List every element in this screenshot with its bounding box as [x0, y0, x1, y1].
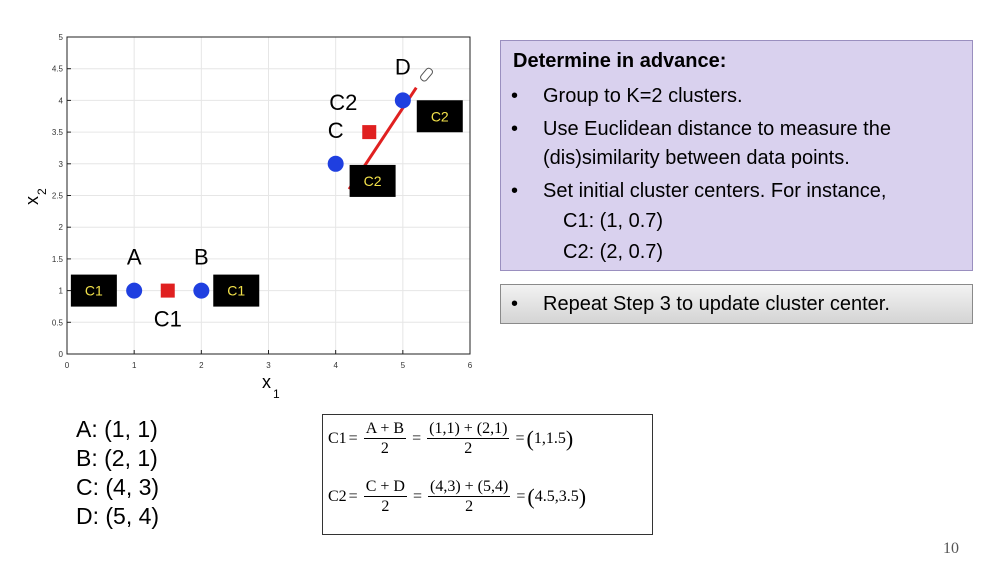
x-axis-label-subscript: 1: [273, 387, 280, 400]
center-label: C2: [329, 90, 357, 115]
denominator: 2: [465, 498, 474, 515]
info-item: Use Euclidean distance to measure the: [543, 118, 891, 140]
y-tick-label: 0.5: [52, 318, 64, 327]
numerator: (4,3) + (5,4): [427, 478, 511, 497]
info-title: Determine in advance:: [513, 50, 727, 72]
y-tick-label: 3.5: [52, 128, 64, 137]
formula-lhs: C2: [328, 487, 347, 505]
formula-c1: C1 = A + B 2 = (1,1) + (2,1) 2 = (1,1.5): [328, 419, 574, 458]
cluster-tag: [416, 100, 463, 133]
data-point: [193, 282, 210, 299]
info-item: Set initial cluster centers. For instanc…: [543, 180, 887, 202]
y-axis-label-subscript: 2: [35, 188, 49, 195]
numerator: C + D: [363, 478, 407, 497]
y-tick-label: 2.5: [52, 192, 64, 201]
page-number: 10: [943, 540, 959, 557]
y-tick-label: 5: [59, 33, 64, 42]
cluster-tag: [213, 274, 260, 307]
denominator: 2: [381, 498, 390, 515]
fraction: A + B 2: [363, 419, 407, 458]
cluster-tag: [70, 274, 117, 307]
repeat-text: Repeat Step 3 to update cluster center.: [543, 293, 890, 315]
y-tick-label: 0: [59, 350, 64, 359]
point-coordinate: B: (2, 1): [76, 445, 158, 471]
y-tick-label: 2: [59, 223, 64, 232]
bullet: •: [511, 180, 519, 202]
x-axis-label: x: [262, 372, 271, 392]
fraction: C + D 2: [363, 477, 407, 516]
data-point: [394, 92, 411, 109]
cluster-center: [362, 125, 377, 140]
point-coordinate: D: (5, 4): [76, 503, 160, 529]
repeat-step-box: • Repeat Step 3 to update cluster center…: [500, 284, 973, 324]
formula-result: 1,1.5: [533, 429, 566, 447]
point-coordinate: C: (4, 3): [76, 474, 160, 500]
y-axis-label: x: [22, 196, 42, 205]
fraction: (1,1) + (2,1) 2: [427, 419, 510, 458]
y-tick-label: 4.5: [52, 65, 64, 74]
y-axis-label-group: x2: [22, 188, 49, 205]
bullet: •: [511, 85, 519, 107]
x-tick-label: 6: [468, 361, 473, 370]
denominator: 2: [380, 440, 389, 457]
cluster-tag-label: C1: [85, 283, 103, 299]
data-point: [126, 282, 143, 299]
bullet: •: [511, 293, 519, 315]
x-tick-label: 1: [132, 361, 137, 370]
x-tick-label: 5: [401, 361, 406, 370]
info-item: (dis)similarity between data points.: [543, 147, 850, 169]
cluster-tag-label: C2: [431, 108, 449, 124]
formula-result: 4.5,3.5: [534, 487, 579, 505]
x-tick-label: 3: [266, 361, 271, 370]
point-label: C: [328, 118, 344, 143]
info-sub-item: C1: (1, 0.7): [563, 210, 664, 232]
y-tick-label: 1: [59, 287, 64, 296]
point-label: B: [194, 245, 209, 270]
info-item: Group to K=2 clusters.: [543, 85, 743, 107]
point-coordinate: A: (1, 1): [76, 416, 158, 442]
numerator: (1,1) + (2,1): [427, 420, 510, 439]
cluster-center: [160, 283, 175, 298]
denominator: 2: [464, 440, 473, 457]
info-sub-item: C2: (2, 0.7): [563, 241, 664, 263]
point-label: A: [127, 245, 142, 270]
point-coordinates-list: A: (1, 1) B: (2, 1) C: (4, 3) D: (5, 4): [76, 415, 159, 531]
x-tick-label: 0: [65, 361, 70, 370]
bullet: •: [511, 118, 519, 140]
x-tick-label: 2: [199, 361, 204, 370]
cluster-tag-label: C1: [227, 283, 245, 299]
y-tick-label: 3: [59, 160, 64, 169]
center-label: C1: [154, 307, 182, 332]
cluster-tag-label: C2: [364, 173, 382, 189]
formula-c2: C2 = C + D 2 = (4,3) + (5,4) 2 = (4.5,3.…: [328, 477, 587, 516]
point-label: D: [395, 54, 411, 79]
y-tick-label: 4: [59, 96, 64, 105]
y-tick-label: 1.5: [52, 255, 64, 264]
formula-lhs: C1: [328, 429, 347, 447]
numerator: A + B: [363, 420, 407, 439]
centroid-formula-box: C1 = A + B 2 = (1,1) + (2,1) 2 = (1,1.5)…: [322, 414, 653, 535]
fraction: (4,3) + (5,4) 2: [427, 477, 511, 516]
x-tick-label: 4: [333, 361, 338, 370]
data-point: [327, 155, 344, 172]
pen-cursor-icon: [420, 67, 433, 82]
cluster-tag: [349, 164, 396, 197]
setup-info-box: Determine in advance: • Group to K=2 clu…: [500, 40, 973, 271]
